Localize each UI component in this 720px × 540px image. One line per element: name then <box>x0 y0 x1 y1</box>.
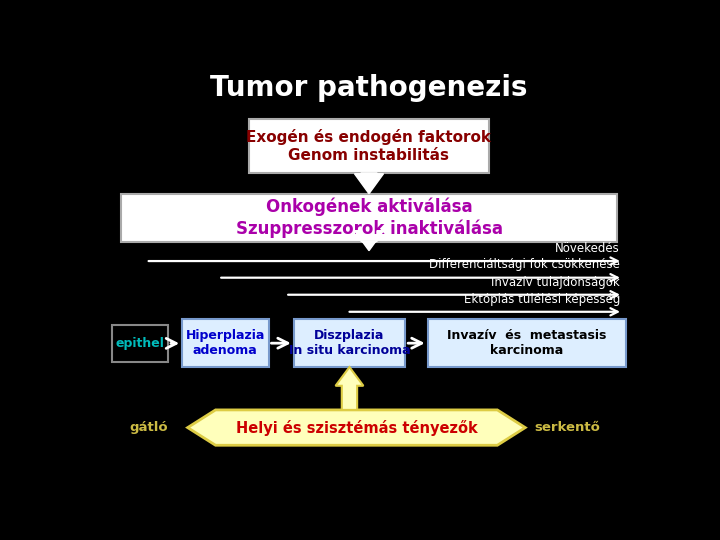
FancyBboxPatch shape <box>121 194 617 241</box>
Polygon shape <box>336 367 364 410</box>
Text: Ektópiás túlélési képesség: Ektópiás túlélési képesség <box>464 293 620 306</box>
Text: Differenciáltsági fok csökkenése: Differenciáltsági fok csökkenése <box>429 259 620 272</box>
FancyBboxPatch shape <box>428 319 626 367</box>
Text: Onkogének aktiválása
Szuppresszorok inaktiválása: Onkogének aktiválása Szuppresszorok inak… <box>235 198 503 238</box>
FancyBboxPatch shape <box>249 119 489 173</box>
FancyBboxPatch shape <box>182 319 269 367</box>
Polygon shape <box>354 231 384 251</box>
Text: Hiperplazia
adenoma: Hiperplazia adenoma <box>186 329 265 357</box>
Text: Helyi és szisztémás tényezők: Helyi és szisztémás tényezők <box>235 420 477 436</box>
Text: epithel: epithel <box>116 337 165 350</box>
FancyBboxPatch shape <box>294 319 405 367</box>
Text: Invazív tulajdonságok: Invazív tulajdonságok <box>491 275 620 288</box>
Polygon shape <box>188 410 526 446</box>
Text: Diszplazia
In situ karcinoma: Diszplazia In situ karcinoma <box>289 329 410 357</box>
Text: serkentő: serkentő <box>534 421 600 434</box>
FancyBboxPatch shape <box>112 325 168 362</box>
Text: gátló: gátló <box>130 421 168 434</box>
Text: Tumor pathogenezis: Tumor pathogenezis <box>210 73 528 102</box>
Polygon shape <box>354 173 384 194</box>
Text: Növekedés: Növekedés <box>555 242 620 255</box>
Text: Exogén és endogén faktorok
Genom instabilitás: Exogén és endogén faktorok Genom instabi… <box>246 129 492 163</box>
Text: Invazív  és  metastasis
karcinoma: Invazív és metastasis karcinoma <box>447 329 606 357</box>
